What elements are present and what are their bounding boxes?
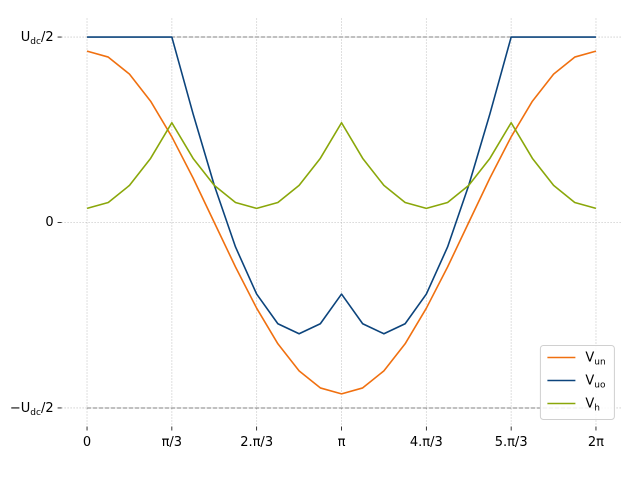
legend-label: Vun — [585, 350, 605, 367]
line-series — [86, 121, 597, 210]
x-tick-label: 0 — [83, 435, 91, 450]
x-tick-label: 5.π/3 — [495, 435, 528, 450]
x-tick-label: 2.π/3 — [240, 435, 273, 450]
x-tick-label: 2π — [588, 435, 604, 450]
legend: Vun Vuo Vh — [539, 345, 615, 420]
legend-label: Vuo — [585, 373, 606, 390]
x-tick-label: π/3 — [162, 435, 182, 450]
x-tick-label: 4.π/3 — [410, 435, 443, 450]
legend-label: Vh — [585, 396, 600, 413]
legend-box — [539, 345, 615, 420]
x-tick-label: π — [338, 435, 346, 450]
line-series — [87, 36, 596, 335]
line-series — [86, 50, 597, 395]
y-tick-label: Udc/2 — [21, 30, 54, 47]
y-tick-label: −Udc/2 — [10, 400, 54, 417]
y-tick-label: 0 — [45, 215, 53, 230]
